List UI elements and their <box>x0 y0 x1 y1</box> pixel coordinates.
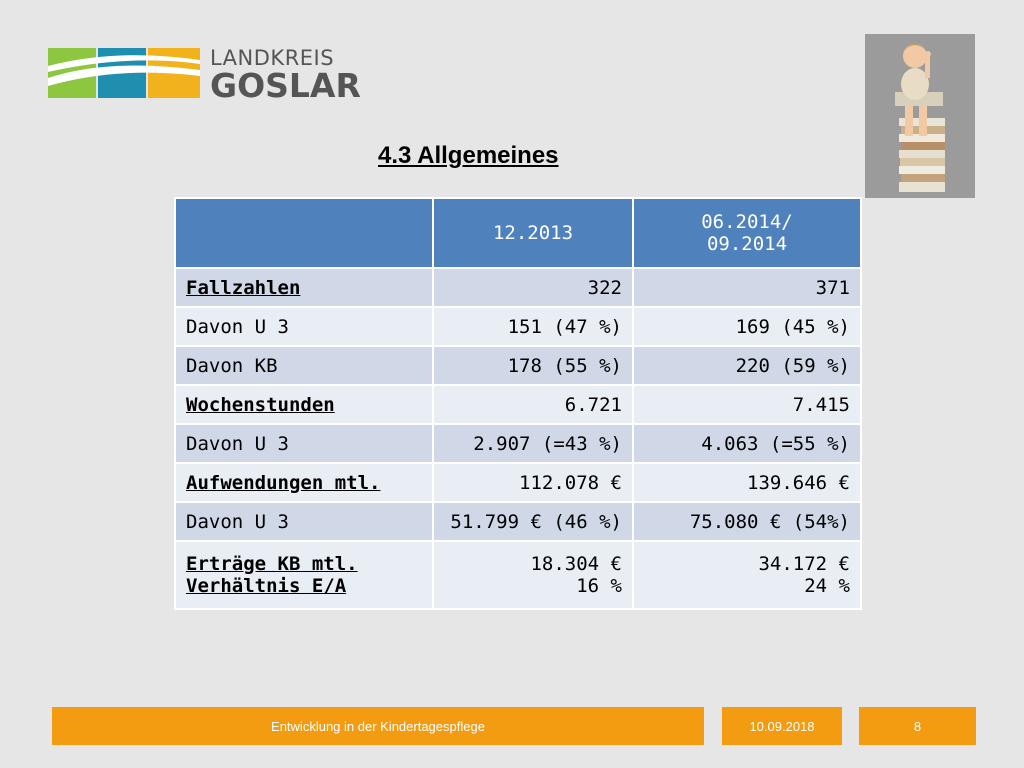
row-value-2013: 112.078 € <box>432 462 634 503</box>
row-value-2014: 4.063 (=55 %) <box>632 423 862 464</box>
child-on-books-photo <box>865 34 975 198</box>
logo-mark-icon <box>48 48 200 98</box>
value-line1: 18.304 € <box>530 553 622 575</box>
row-value-2013: 6.721 <box>432 384 634 425</box>
table-row: Davon U 3 2.907 (=43 %) 4.063 (=55 %) <box>174 423 862 464</box>
row-value-2014: 75.080 € (54%) <box>632 501 862 542</box>
row-value-2013: 178 (55 %) <box>432 345 634 386</box>
value-line2: 16 % <box>576 575 622 597</box>
footer-page-number: 8 <box>913 719 922 734</box>
row-label: Aufwendungen mtl. <box>174 462 434 503</box>
page-title: 4.3 Allgemeines <box>378 142 559 169</box>
label-line2: Verhältnis E/A <box>186 575 347 597</box>
row-value-2014: 169 (45 %) <box>632 306 862 347</box>
row-label: Davon U 3 <box>174 306 434 347</box>
footer-title: Entwicklung in der Kindertagespflege <box>271 719 485 734</box>
table-header-empty <box>174 197 434 269</box>
row-value-2013: 2.907 (=43 %) <box>432 423 634 464</box>
row-value-2014: 34.172 € 24 % <box>632 540 862 610</box>
row-value-2014: 7.415 <box>632 384 862 425</box>
row-label: Fallzahlen <box>174 267 434 308</box>
row-value-2013: 18.304 € 16 % <box>432 540 634 610</box>
row-value-2013: 151 (47 %) <box>432 306 634 347</box>
table-row: Davon KB 178 (55 %) 220 (59 %) <box>174 345 862 386</box>
value-line1: 34.172 € <box>758 553 850 575</box>
row-value-2014: 371 <box>632 267 862 308</box>
label-line1: Erträge KB mtl. <box>186 553 358 575</box>
table-header-06-2014: 06.2014/ 09.2014 <box>632 197 862 269</box>
row-value-2013: 322 <box>432 267 634 308</box>
table-row: Wochenstunden 6.721 7.415 <box>174 384 862 425</box>
landkreis-goslar-logo: LANDKREIS GOSLAR <box>48 46 361 105</box>
table-header-row: 12.2013 06.2014/ 09.2014 <box>174 197 862 269</box>
row-label: Davon U 3 <box>174 423 434 464</box>
row-value-2014: 220 (59 %) <box>632 345 862 386</box>
header-line1: 06.2014/ <box>701 211 793 233</box>
row-value-2013: 51.799 € (46 %) <box>432 501 634 542</box>
table-row: Erträge KB mtl. Verhältnis E/A 18.304 € … <box>174 540 862 610</box>
value-line2: 24 % <box>804 575 850 597</box>
header-line2: 09.2014 <box>706 233 788 255</box>
table-row: Fallzahlen 322 371 <box>174 267 862 308</box>
row-label: Davon KB <box>174 345 434 386</box>
data-table: 12.2013 06.2014/ 09.2014 Fallzahlen 322 … <box>174 197 862 610</box>
table-row: Davon U 3 51.799 € (46 %) 75.080 € (54%) <box>174 501 862 542</box>
logo-text-landkreis: LANDKREIS <box>210 46 335 70</box>
row-label: Davon U 3 <box>174 501 434 542</box>
footer-title-bar: Entwicklung in der Kindertagespflege <box>52 707 704 745</box>
table-row: Davon U 3 151 (47 %) 169 (45 %) <box>174 306 862 347</box>
footer-date: 10.09.2018 <box>749 719 815 734</box>
logo-text-goslar: GOSLAR <box>210 66 361 105</box>
footer-date-bar: 10.09.2018 <box>722 707 842 745</box>
row-label: Erträge KB mtl. Verhältnis E/A <box>174 540 434 610</box>
table-header-12-2013: 12.2013 <box>432 197 634 269</box>
table-row: Aufwendungen mtl. 112.078 € 139.646 € <box>174 462 862 503</box>
footer-page-bar: 8 <box>859 707 976 745</box>
row-label: Wochenstunden <box>174 384 434 425</box>
row-value-2014: 139.646 € <box>632 462 862 503</box>
